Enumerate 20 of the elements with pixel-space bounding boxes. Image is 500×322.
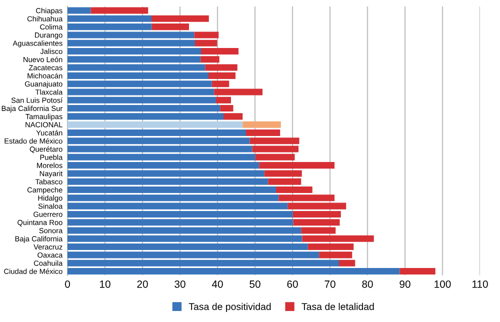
bar — [339, 260, 356, 266]
x-tick-label: 110 — [472, 280, 488, 288]
x-tick-label: 10 — [100, 280, 110, 288]
bar — [242, 121, 281, 128]
x-tick-label: 70 — [324, 280, 336, 288]
legend-label: Tasa de letalidad — [302, 302, 374, 310]
x-tick-label: 30 — [174, 280, 186, 288]
x-tick-label: 0 — [65, 280, 70, 288]
bar — [68, 121, 243, 128]
x-tick-label: 90 — [400, 280, 410, 288]
x-tick-label: 50 — [250, 280, 260, 288]
legend-label: Tasa de positividad — [188, 302, 271, 312]
x-tick-label: 20 — [137, 280, 148, 288]
x-tick-label: 60 — [287, 280, 298, 288]
x-tick-label: 100 — [434, 280, 451, 288]
x-tick-label: 40 — [212, 280, 223, 288]
bar — [90, 7, 148, 14]
bar — [400, 268, 436, 274]
bar — [194, 32, 219, 38]
x-tick-label: 80 — [362, 280, 373, 288]
